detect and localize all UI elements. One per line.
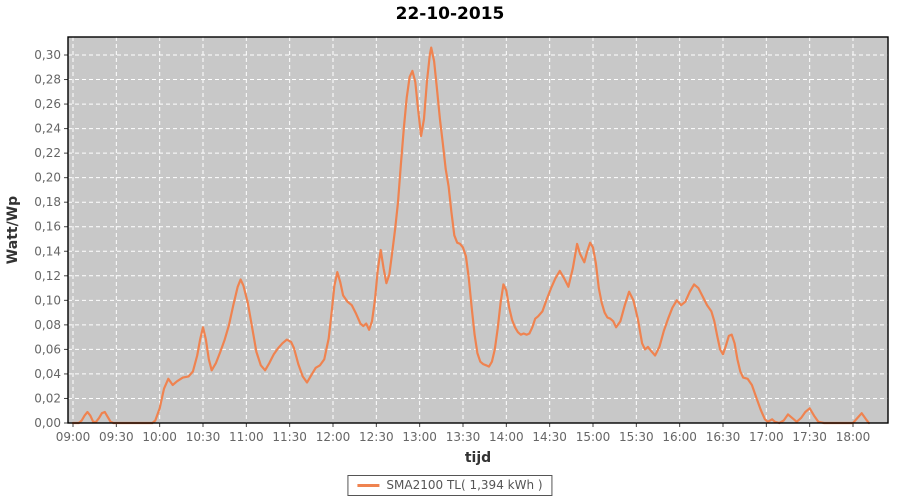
y-tick-label: 0,18: [34, 195, 61, 209]
x-tick-label: 18:00: [836, 430, 871, 444]
x-axis-title: tijd: [464, 450, 492, 466]
legend-line-swatch: [357, 483, 380, 487]
x-tick-label: 09:30: [99, 430, 134, 444]
y-tick-label: 0,10: [34, 293, 61, 307]
legend-label: SMA2100 TL( 1,394 kWh ): [386, 478, 543, 492]
x-tick-label: 10:30: [186, 430, 221, 444]
x-tick-label: 09:00: [56, 430, 91, 444]
y-tick-label: 0,24: [34, 122, 61, 136]
legend: SMA2100 TL( 1,394 kWh ): [347, 475, 553, 496]
y-tick-label: 0,14: [34, 244, 61, 258]
x-tick-label: 14:00: [489, 430, 524, 444]
y-tick-label: 0,26: [34, 97, 61, 111]
y-tick-label: 0,28: [34, 73, 61, 87]
x-tick-label: 14:30: [532, 430, 567, 444]
x-tick-label: 10:00: [142, 430, 177, 444]
y-tick-label: 0,06: [34, 342, 61, 356]
y-tick-label: 0,20: [34, 171, 61, 185]
y-tick-label: 0,12: [34, 269, 61, 283]
y-tick-label: 0,08: [34, 318, 61, 332]
x-tick-label: 11:00: [229, 430, 264, 444]
x-tick-label: 13:30: [446, 430, 481, 444]
x-tick-label: 15:30: [619, 430, 654, 444]
series-line: [71, 46, 871, 425]
y-tick-label: 0,22: [34, 146, 61, 160]
plot-border: [67, 36, 889, 424]
y-tick-label: 0,04: [34, 367, 61, 381]
y-tick-label: 0,30: [34, 48, 61, 62]
x-tick-label: 12:00: [316, 430, 351, 444]
x-tick-label: 17:30: [792, 430, 827, 444]
chart-title: 22-10-2015: [395, 4, 505, 24]
y-axis-title: Watt/Wp: [5, 195, 21, 265]
x-tick-label: 17:00: [749, 430, 784, 444]
y-tick-label: 0,02: [34, 391, 61, 405]
x-tick-label: 16:00: [662, 430, 697, 444]
x-tick-label: 11:30: [272, 430, 307, 444]
y-tick-label: 0,16: [34, 220, 61, 234]
x-tick-label: 13:00: [402, 430, 437, 444]
x-tick-label: 15:00: [576, 430, 611, 444]
plot-background: [68, 37, 888, 423]
x-tick-label: 12:30: [359, 430, 394, 444]
y-tick-label: 0,00: [34, 416, 61, 430]
x-tick-label: 16:30: [706, 430, 741, 444]
